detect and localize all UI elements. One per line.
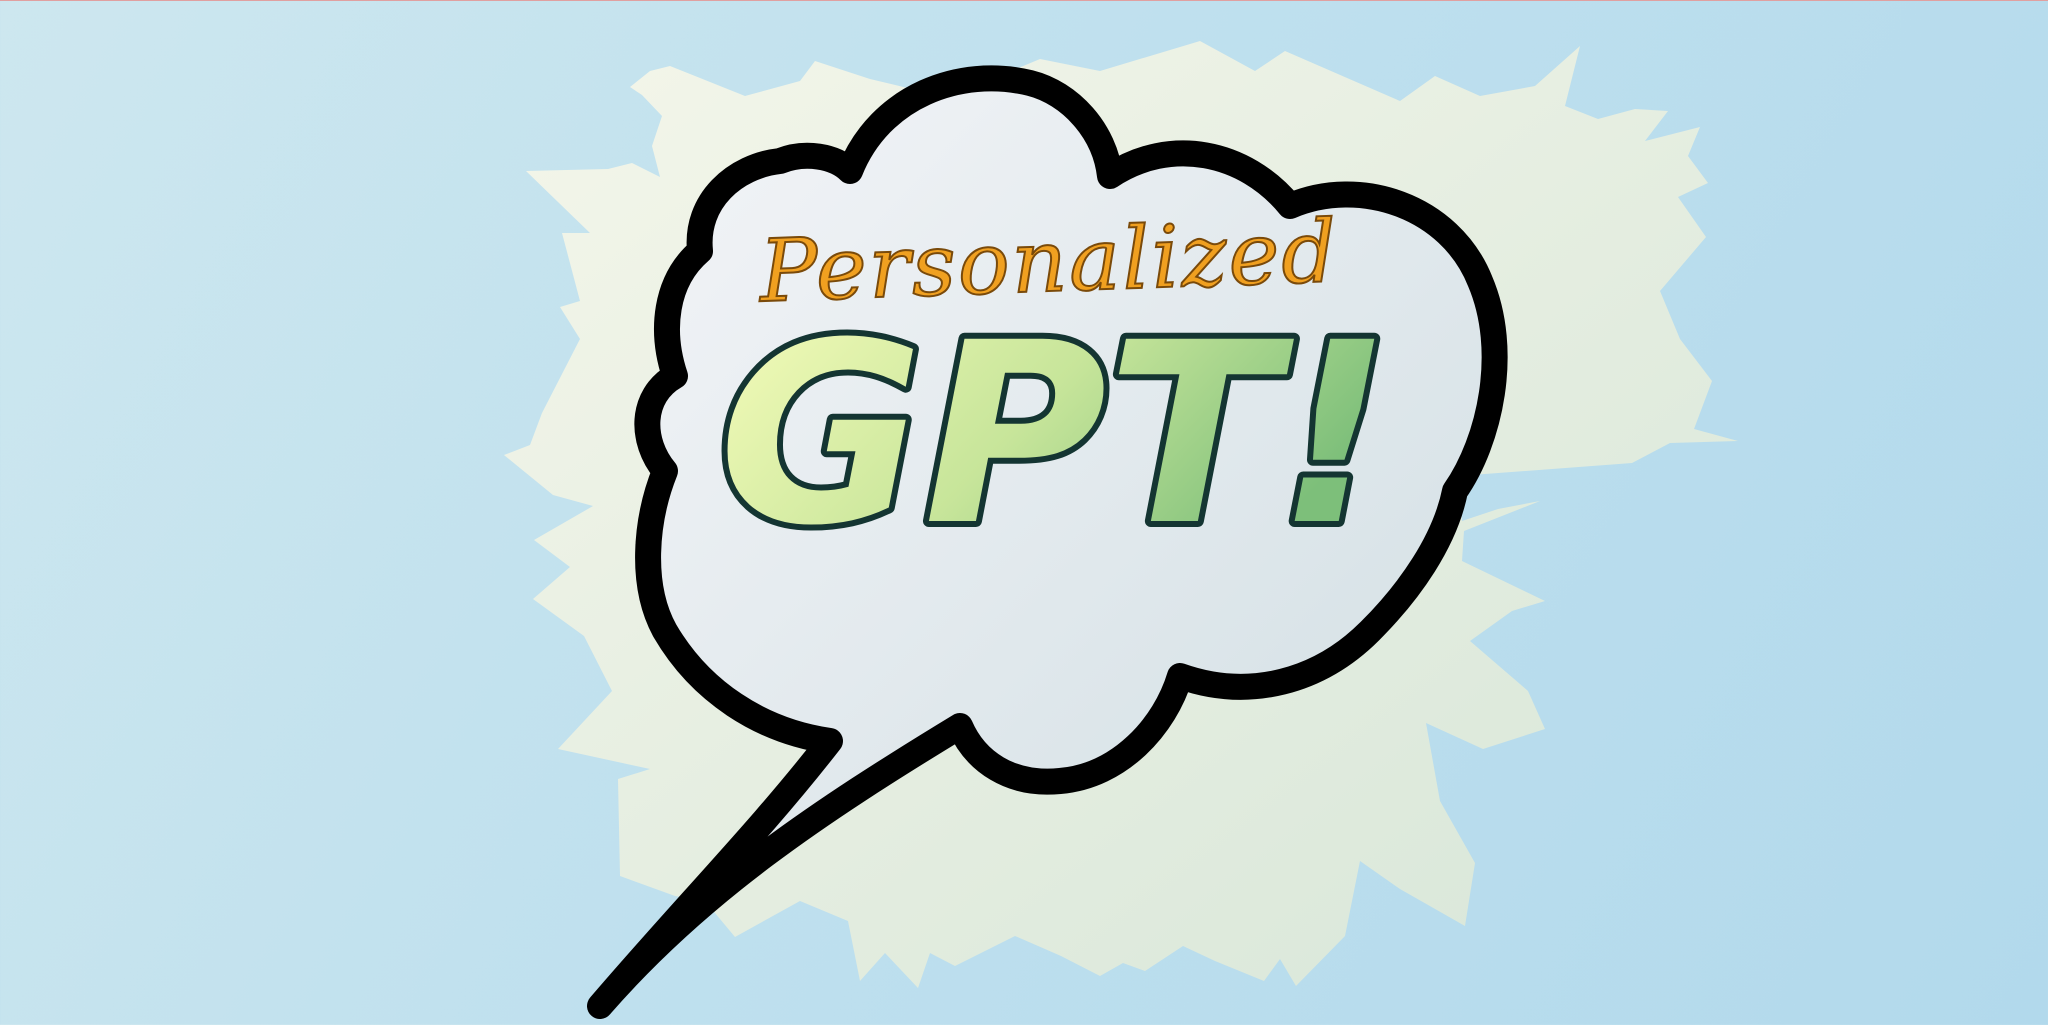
speech-bubble-shape bbox=[587, 65, 1508, 1019]
headline-text: GPT! bbox=[719, 289, 1392, 580]
subtitle-text: Personalized bbox=[756, 202, 1340, 322]
